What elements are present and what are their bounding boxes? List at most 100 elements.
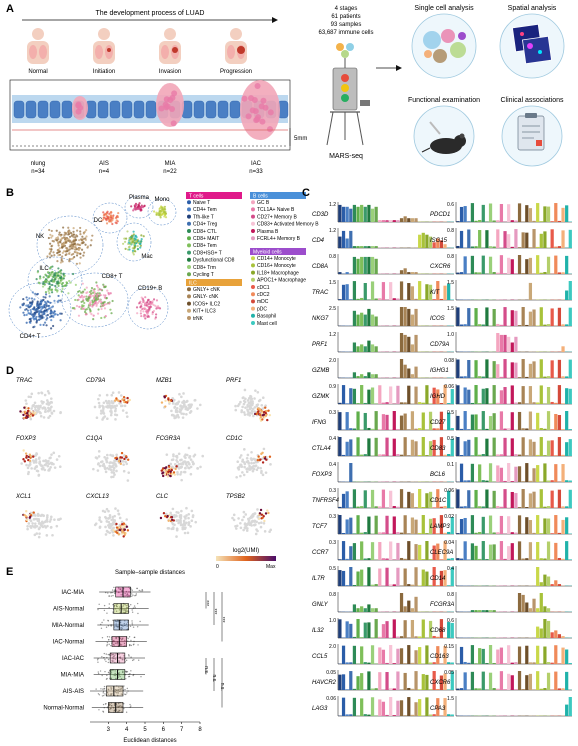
- expression-bar: [478, 610, 482, 612]
- expression-bar: [421, 515, 425, 534]
- expression-bar: [381, 489, 386, 508]
- process-arrowhead: [272, 17, 278, 23]
- expression-bar: [428, 689, 433, 690]
- expression-bar: [459, 376, 464, 378]
- expression-bar: [403, 715, 407, 716]
- expression-bar: [450, 567, 454, 586]
- expression-bar: [374, 258, 378, 274]
- expression-bar: [345, 412, 349, 430]
- expression-bar: [536, 412, 540, 430]
- expression-bar: [443, 646, 447, 664]
- expression-bar: [356, 376, 360, 378]
- expression-bar: [481, 204, 485, 222]
- expression-bar: [507, 516, 511, 534]
- expression-bar: [550, 360, 554, 378]
- expression-bar: [536, 255, 540, 274]
- expression-bar: [492, 272, 496, 274]
- expression-bar: [374, 619, 378, 638]
- expression-row-il32: IL32 1.0: [312, 618, 454, 639]
- expression-bar: [474, 545, 478, 560]
- expression-bar: [557, 220, 562, 222]
- expression-bar: [496, 402, 500, 404]
- expression-bar: [399, 415, 404, 430]
- legend-item: GNLY- cNK: [193, 294, 219, 300]
- feature-gene-label: TPSB2: [226, 494, 246, 500]
- expression-bar: [341, 674, 346, 690]
- expression-bar: [399, 454, 404, 456]
- expression-bar: [554, 203, 558, 222]
- expression-bar: [356, 515, 360, 534]
- expression-bar: [507, 257, 511, 274]
- expression-bar: [565, 704, 569, 716]
- legend-swatch: [187, 250, 191, 255]
- expression-bar: [378, 298, 382, 300]
- expression-bar: [410, 619, 415, 638]
- gene-label: CD79A: [430, 342, 449, 348]
- expression-bar: [543, 688, 547, 690]
- gene-label: CTLA4: [312, 446, 331, 452]
- expression-bar: [510, 481, 514, 482]
- cluster-label-4: Mac: [141, 254, 152, 260]
- expression-bar: [421, 507, 425, 508]
- expression-bar: [428, 284, 433, 300]
- cluster-label-1: Mono: [154, 197, 170, 203]
- legend-item: Dysfunctional CD8: [193, 258, 235, 264]
- legend-item: APOC1+ Macrophage: [257, 278, 306, 284]
- expression-bar: [410, 411, 415, 430]
- expression-bar: [345, 558, 349, 560]
- feature-plot-c1qa: C1QA: [86, 436, 131, 482]
- expression-bar: [349, 714, 353, 716]
- expression-bar: [374, 374, 378, 378]
- expression-bar: [536, 645, 540, 664]
- sequencer-icon: [326, 43, 370, 146]
- expression-bar: [510, 310, 514, 326]
- expression-bar: [447, 490, 451, 508]
- expression-bar: [428, 620, 433, 638]
- expression-bar: [349, 388, 353, 404]
- gene-label: LAMP3: [430, 524, 450, 530]
- feature-gene-label: XCL1: [15, 494, 31, 500]
- expression-bar: [407, 385, 411, 404]
- axis-max-label: 2.5: [329, 306, 336, 312]
- expression-bar: [389, 386, 393, 404]
- expression-bar: [525, 428, 529, 430]
- expression-bars-right: PDCD10.6ISG150.8CXCR60.8KIT1.5ICOS1.5CD7…: [430, 202, 572, 717]
- legend-swatch: [187, 257, 191, 262]
- expression-bar: [360, 312, 364, 326]
- expression-bar: [536, 325, 540, 326]
- expression-bar: [363, 622, 367, 638]
- expression-bar: [561, 324, 565, 326]
- axis-max-label: 0.6: [447, 618, 454, 624]
- legend-swatch: [251, 207, 255, 212]
- expression-bar: [363, 585, 367, 586]
- expression-bar: [403, 413, 407, 430]
- expression-bar: [543, 324, 547, 326]
- expression-bar: [481, 255, 485, 274]
- expression-bar: [443, 244, 447, 248]
- expression-bar: [338, 412, 342, 430]
- expression-bar: [356, 314, 360, 326]
- expression-bar: [499, 203, 504, 222]
- expression-bar: [341, 645, 346, 664]
- expression-bar: [521, 386, 525, 404]
- expression-bar: [525, 376, 529, 378]
- legend-item: cDC2: [257, 292, 270, 298]
- cluster-label-0: Plasma: [129, 195, 150, 201]
- expression-bar: [367, 714, 371, 716]
- expression-bar: [360, 344, 364, 352]
- expression-bar: [481, 648, 485, 664]
- cluster-label-6: CD8+ T: [102, 274, 123, 280]
- box-row-iac-normal: IAC-Normal: [53, 636, 147, 648]
- expression-bar: [459, 688, 464, 690]
- expression-bar: [503, 359, 507, 378]
- expression-bar: [554, 671, 558, 690]
- expression-bar: [367, 604, 371, 612]
- legend-swatch: [187, 294, 191, 299]
- expression-bar: [447, 454, 451, 456]
- expression-bar: [370, 208, 375, 222]
- expression-bar: [528, 542, 533, 560]
- expression-bar: [488, 544, 493, 560]
- expression-bar: [443, 570, 447, 586]
- expression-bar: [507, 507, 511, 508]
